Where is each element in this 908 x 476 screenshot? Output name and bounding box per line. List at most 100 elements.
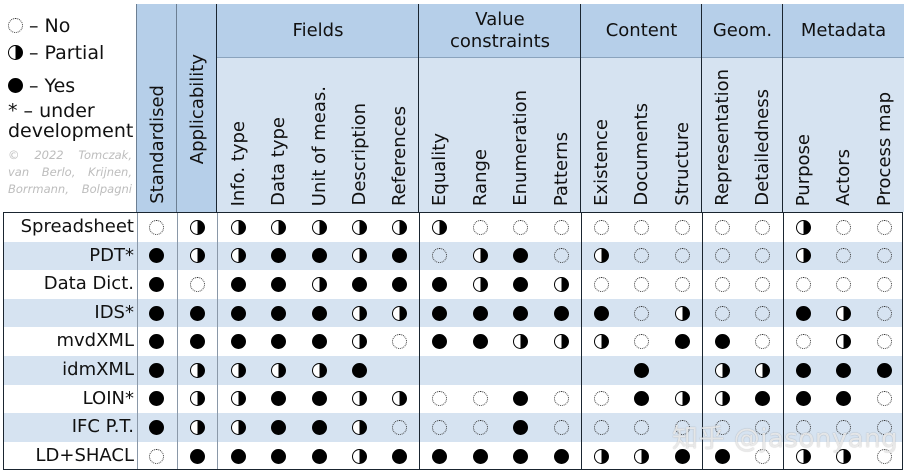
filled-circle-icon: [230, 305, 246, 321]
table-cell: [339, 242, 379, 271]
filled-circle-icon: [311, 305, 327, 321]
table-cell: [823, 242, 863, 271]
dotted-circle-icon: [674, 419, 690, 435]
filled-circle-icon: [674, 334, 690, 350]
header-column-label: Detailedness: [751, 89, 773, 206]
legend-yes-label: – Yes: [29, 74, 76, 97]
dotted-circle-icon: [835, 276, 851, 292]
half-circle-icon: [351, 248, 367, 264]
legend-development-note: * – under development: [8, 100, 134, 142]
table-cell: [299, 442, 339, 471]
half-circle-icon: [795, 248, 811, 264]
filled-circle-icon: [270, 305, 286, 321]
table-cell: [702, 385, 742, 414]
header-group-fields: Fields Info. type Data type Unit of meas. De…: [216, 4, 419, 212]
filled-circle-icon: [391, 276, 407, 292]
table-cell: [783, 327, 823, 356]
half-circle-icon: [472, 248, 488, 264]
half-circle-icon: [633, 448, 649, 464]
dotted-circle-icon: [876, 448, 892, 464]
filled-circle-icon: [311, 334, 327, 350]
table-cell: [218, 356, 258, 385]
table-cell: [500, 213, 540, 242]
table-cell: [379, 242, 419, 271]
table-cell: [621, 213, 661, 242]
filled-circle-icon: [230, 334, 246, 350]
filled-circle-icon: [431, 276, 447, 292]
table-cell: [783, 385, 823, 414]
table-row: PDT*: [4, 241, 902, 271]
table-cell: [379, 299, 419, 328]
table-cell: [864, 413, 904, 442]
table-cell: [541, 442, 581, 471]
half-circle-icon: [189, 362, 205, 378]
dotted-circle-icon: [714, 276, 730, 292]
table-cell: [460, 327, 500, 356]
table-cell: [581, 442, 621, 471]
filled-circle-icon: [391, 448, 407, 464]
dotted-circle-icon: [553, 248, 569, 264]
header-column-label: Actors: [832, 149, 854, 206]
table-cell: [299, 213, 339, 242]
header-column: Representation: [702, 69, 742, 206]
dotted-circle-icon: [835, 219, 851, 235]
table-cell: [339, 413, 379, 442]
header-column-label: Range: [469, 148, 491, 206]
filled-circle-icon: [189, 448, 205, 464]
filled-circle-icon: [148, 391, 164, 407]
table-cell: [742, 213, 782, 242]
half-circle-icon: [835, 448, 851, 464]
filled-circle-icon: [795, 305, 811, 321]
table-cell: [177, 356, 217, 385]
filled-circle-icon: [148, 334, 164, 350]
filled-circle-icon: [189, 334, 205, 350]
filled-circle-icon: [633, 391, 649, 407]
table-cell: [581, 213, 621, 242]
table-cell: [299, 299, 339, 328]
table-cell: [419, 385, 459, 414]
table-cell: [177, 385, 217, 414]
table-cell: [541, 356, 581, 385]
table-cell: [742, 270, 782, 299]
table-cell: [500, 270, 540, 299]
table-cell: [621, 385, 661, 414]
table-cell: [136, 356, 176, 385]
header-standardised-label: Standardised: [146, 85, 168, 204]
dotted-circle-icon: [391, 419, 407, 435]
dotted-circle-icon: [754, 219, 770, 235]
half-circle-icon: [351, 448, 367, 464]
dotted-circle-icon: [674, 276, 690, 292]
table-row: LD+SHACL: [4, 442, 902, 471]
table-cell: [702, 442, 742, 471]
header-column-label: Purpose: [792, 133, 814, 206]
filled-circle-icon: [512, 305, 528, 321]
table-cell: [702, 327, 742, 356]
half-circle-icon: [189, 248, 205, 264]
table-cell: [379, 385, 419, 414]
half-circle-icon: [835, 305, 851, 321]
header-column-label: Enumeration: [509, 90, 531, 206]
header-column: Detailedness: [742, 89, 782, 206]
filled-circle-icon: [148, 305, 164, 321]
half-circle-icon: [311, 219, 327, 235]
filled-circle-icon: [593, 305, 609, 321]
header-column: Equality: [419, 133, 459, 206]
half-circle-icon: [230, 362, 246, 378]
filled-circle-icon: [230, 448, 246, 464]
dotted-circle-icon: [876, 419, 892, 435]
table-cell: [864, 213, 904, 242]
half-circle-icon: [593, 448, 609, 464]
table-cell: [136, 327, 176, 356]
half-circle-icon: [230, 419, 246, 435]
table-cell: [136, 299, 176, 328]
table-cell: [662, 242, 702, 271]
half-circle-icon: [714, 362, 730, 378]
table-cell: [299, 242, 339, 271]
header-applicability-label: Applicability: [186, 53, 208, 164]
table-cell: [218, 270, 258, 299]
table-cell: [299, 356, 339, 385]
half-circle-icon: [270, 219, 286, 235]
filled-circle-icon: [148, 276, 164, 292]
table-cell: [621, 442, 661, 471]
table-cell: [177, 327, 217, 356]
